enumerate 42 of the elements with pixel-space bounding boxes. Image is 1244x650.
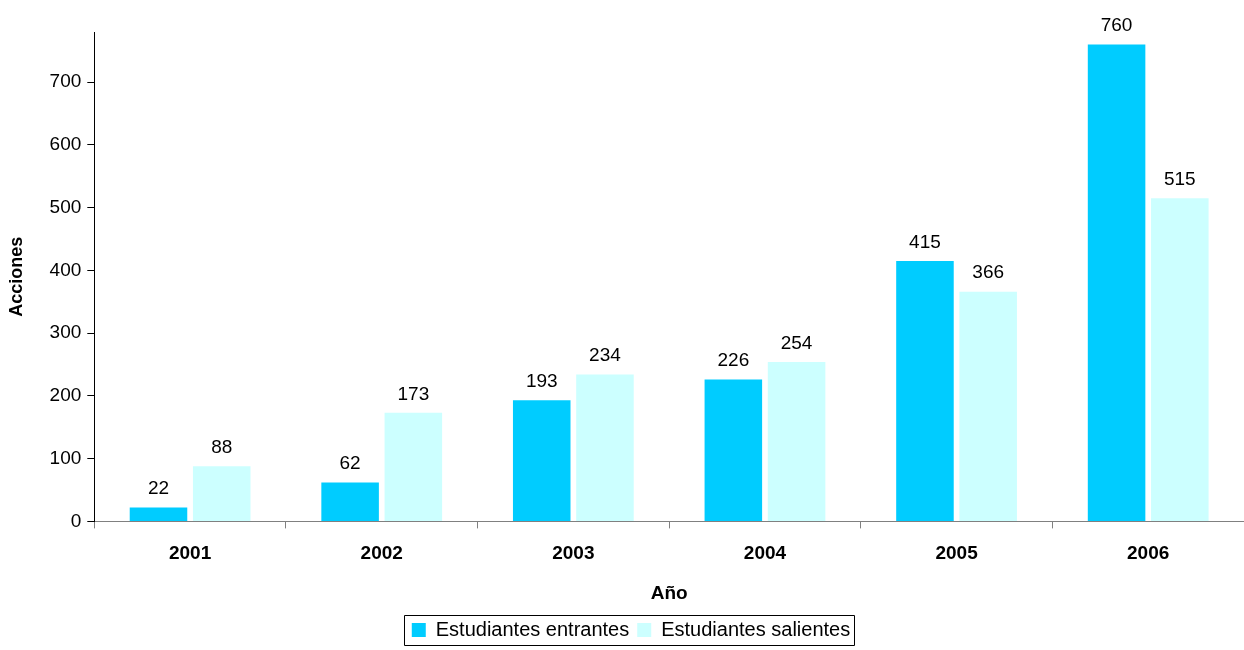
- y-tick-label: 100: [49, 446, 82, 468]
- data-label: 62: [339, 452, 361, 474]
- x-tick-label: 2006: [1127, 542, 1170, 564]
- data-label: 88: [211, 435, 233, 457]
- x-tick-label: 2001: [168, 542, 212, 564]
- y-tick-label: 300: [49, 321, 82, 343]
- data-label: 173: [397, 382, 430, 404]
- x-tick-label: 2002: [360, 542, 403, 564]
- y-tick-label: 500: [49, 195, 82, 217]
- x-tick-label: 2004: [743, 542, 787, 564]
- data-label: 22: [147, 477, 170, 499]
- data-label: 193: [525, 370, 558, 392]
- bar: [192, 466, 251, 521]
- bar: [704, 379, 763, 521]
- y-axis-title: Acciones: [5, 236, 26, 317]
- y-tick-label: 700: [49, 70, 82, 92]
- bar: [321, 482, 379, 521]
- bar: [1151, 198, 1209, 521]
- data-label: 366: [972, 261, 1005, 283]
- x-tick-label: 2005: [935, 542, 979, 564]
- x-tick-label: 2003: [552, 542, 595, 564]
- y-tick-label: 400: [49, 258, 82, 280]
- data-label: 226: [717, 349, 750, 371]
- bar: [576, 374, 634, 521]
- data-label: 760: [1100, 14, 1133, 36]
- legend-label: Estudiantes entrantes: [435, 617, 630, 640]
- data-label: 415: [909, 230, 941, 252]
- bar: [959, 291, 1017, 521]
- bar: [512, 400, 571, 521]
- y-tick-label: 0: [70, 509, 82, 531]
- y-tick-label: 600: [49, 133, 82, 155]
- bar: [896, 261, 954, 521]
- bar: [767, 362, 826, 521]
- x-axis-title: Año: [650, 581, 688, 603]
- bar: [384, 412, 443, 521]
- legend-label: Estudiantes salientes: [661, 617, 851, 640]
- y-tick-label: 200: [49, 384, 82, 406]
- bar: [129, 507, 188, 521]
- data-label: 515: [1163, 168, 1196, 189]
- data-label: 234: [589, 344, 622, 366]
- bar: [1087, 44, 1146, 521]
- data-label: 254: [780, 331, 813, 353]
